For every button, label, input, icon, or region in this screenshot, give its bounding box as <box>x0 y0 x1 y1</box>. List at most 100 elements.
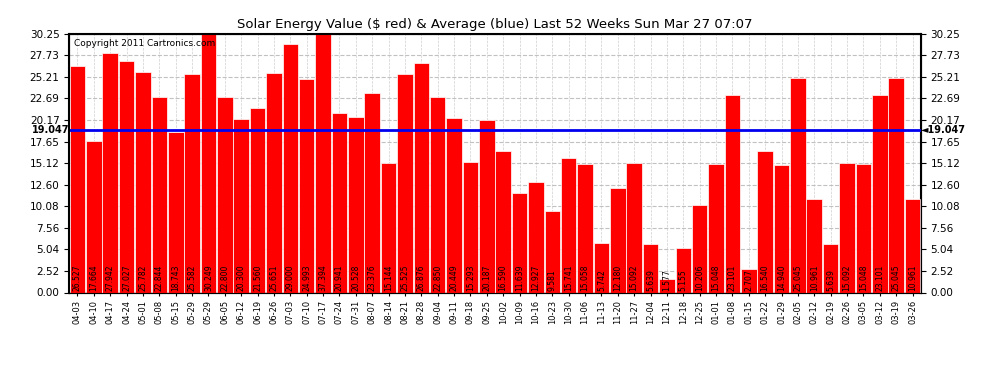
Text: 1.577: 1.577 <box>662 270 671 291</box>
Text: 19.047: 19.047 <box>32 124 69 135</box>
Text: 15.293: 15.293 <box>466 265 475 291</box>
Bar <box>381 163 396 292</box>
Bar <box>348 117 363 292</box>
Bar <box>627 164 642 292</box>
Text: 26.876: 26.876 <box>417 265 426 291</box>
Bar <box>577 164 593 292</box>
Bar <box>855 164 871 292</box>
Bar <box>102 54 118 292</box>
Bar <box>659 279 675 292</box>
Bar <box>266 73 282 292</box>
Bar <box>725 95 741 292</box>
Text: 5.639: 5.639 <box>826 269 836 291</box>
Bar <box>119 62 135 292</box>
Bar <box>905 199 921 292</box>
Text: 22.850: 22.850 <box>434 265 443 291</box>
Title: Solar Energy Value ($ red) & Average (blue) Last 52 Weeks Sun Mar 27 07:07: Solar Energy Value ($ red) & Average (bl… <box>238 18 752 31</box>
Text: 15.092: 15.092 <box>630 265 639 291</box>
Text: 23.101: 23.101 <box>875 265 884 291</box>
Text: 20.528: 20.528 <box>351 265 360 291</box>
Bar <box>675 248 691 292</box>
Text: 25.525: 25.525 <box>400 265 410 291</box>
Text: 25.782: 25.782 <box>139 265 148 291</box>
Text: 25.045: 25.045 <box>793 265 803 291</box>
Text: 20.300: 20.300 <box>237 265 246 291</box>
Bar <box>774 165 789 292</box>
Bar <box>823 244 839 292</box>
Bar <box>594 243 609 292</box>
Bar <box>397 74 413 292</box>
Bar <box>479 120 495 292</box>
Bar <box>315 34 331 292</box>
Text: 20.187: 20.187 <box>482 265 491 291</box>
Text: 29.000: 29.000 <box>286 265 295 291</box>
Bar <box>643 244 658 292</box>
Text: 5.639: 5.639 <box>646 269 655 291</box>
Bar <box>446 118 462 292</box>
Text: Copyright 2011 Cartronics.com: Copyright 2011 Cartronics.com <box>73 39 215 48</box>
Bar <box>332 113 347 292</box>
Text: 27.027: 27.027 <box>122 265 131 291</box>
Bar <box>741 269 756 292</box>
Bar <box>544 210 560 292</box>
Text: 15.048: 15.048 <box>712 265 721 291</box>
Text: 9.581: 9.581 <box>547 270 556 291</box>
Text: 18.743: 18.743 <box>171 265 180 291</box>
Text: 15.741: 15.741 <box>564 265 573 291</box>
Bar <box>299 79 315 292</box>
Bar <box>708 164 724 292</box>
Bar <box>151 97 167 292</box>
Text: 17.664: 17.664 <box>89 265 98 291</box>
Text: 2.707: 2.707 <box>744 270 753 291</box>
Text: 15.144: 15.144 <box>384 265 393 291</box>
Bar <box>184 74 200 292</box>
Bar <box>512 193 528 292</box>
Text: 11.639: 11.639 <box>515 265 524 291</box>
Bar <box>136 72 150 292</box>
Text: 23.376: 23.376 <box>367 265 377 291</box>
Text: 15.092: 15.092 <box>842 265 851 291</box>
Text: 23.101: 23.101 <box>728 265 737 291</box>
Text: 37.394: 37.394 <box>319 264 328 291</box>
Bar <box>462 162 478 292</box>
Text: 25.651: 25.651 <box>269 265 278 291</box>
Text: 26.527: 26.527 <box>73 265 82 291</box>
Bar <box>757 151 773 292</box>
Text: 10.961: 10.961 <box>810 265 819 291</box>
Bar <box>249 108 265 292</box>
Text: 22.800: 22.800 <box>221 265 230 291</box>
Text: 10.206: 10.206 <box>695 265 704 291</box>
Bar <box>430 97 446 292</box>
Text: 27.942: 27.942 <box>106 265 115 291</box>
Bar <box>234 119 249 292</box>
Text: 30.249: 30.249 <box>204 265 213 291</box>
Text: 21.560: 21.560 <box>253 265 262 291</box>
Text: 25.045: 25.045 <box>892 265 901 291</box>
Text: 16.590: 16.590 <box>499 265 508 291</box>
Bar <box>364 93 380 292</box>
Bar <box>840 164 854 292</box>
Bar <box>610 188 626 292</box>
Bar <box>888 78 904 292</box>
Text: 20.941: 20.941 <box>335 265 344 291</box>
Text: 15.058: 15.058 <box>580 265 590 291</box>
Text: 20.449: 20.449 <box>449 265 458 291</box>
Bar <box>528 182 544 292</box>
Bar <box>217 98 233 292</box>
Text: 10.961: 10.961 <box>908 265 917 291</box>
Bar <box>807 199 822 292</box>
Bar <box>69 66 85 292</box>
Text: 5.155: 5.155 <box>679 270 688 291</box>
Text: 12.927: 12.927 <box>532 265 541 291</box>
Text: ◄19.047: ◄19.047 <box>921 124 965 135</box>
Bar <box>561 158 576 292</box>
Text: 12.180: 12.180 <box>613 265 623 291</box>
Bar <box>790 78 806 292</box>
Bar <box>86 141 102 292</box>
Bar <box>495 151 511 292</box>
Text: 22.844: 22.844 <box>154 265 164 291</box>
Text: 15.048: 15.048 <box>859 265 868 291</box>
Text: 5.742: 5.742 <box>597 270 606 291</box>
Text: 25.582: 25.582 <box>187 265 197 291</box>
Bar <box>168 132 183 292</box>
